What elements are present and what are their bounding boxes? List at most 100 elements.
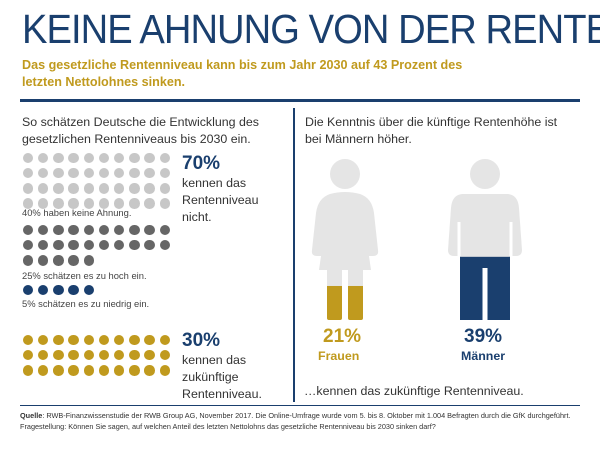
women-pct: 21% <box>323 326 362 347</box>
question-text: Fragestellung: Können Sie sagen, auf wel… <box>20 421 436 431</box>
dot-0 <box>129 167 140 179</box>
dot-3 <box>159 349 171 361</box>
right-intro: Die Kenntnis über die künftige Rentenhöh… <box>305 115 558 146</box>
dot-1 <box>22 255 34 266</box>
footer: Quelle: RWB-Finanzwissenstudie der RWB G… <box>20 411 580 432</box>
dot-1 <box>159 224 171 236</box>
dot-3 <box>129 334 140 346</box>
dot-1 <box>129 224 140 236</box>
header-rule <box>20 99 580 102</box>
woman-figure-icon <box>311 159 379 320</box>
dot-0 <box>144 167 155 179</box>
dot-3 <box>83 334 95 346</box>
dot-3 <box>159 365 171 376</box>
dot-1 <box>144 224 155 236</box>
dot-0 <box>113 183 125 194</box>
dot-3 <box>22 349 34 361</box>
dot-0 <box>144 198 155 209</box>
dot-3 <box>113 334 125 346</box>
dot-0 <box>144 152 155 164</box>
dot-0 <box>68 198 79 209</box>
subtitle: Das gesetzliche Rentenniveau kann bis zu… <box>22 58 463 89</box>
dot-3 <box>37 365 49 376</box>
dot-3 <box>159 334 171 346</box>
dot-3 <box>37 349 49 361</box>
women-label: Frauen <box>318 349 360 363</box>
dot-1 <box>53 239 64 251</box>
stat-30: 30% kennen das zukünftige Rentenniveau. <box>182 330 262 403</box>
dot-1 <box>68 239 79 251</box>
dot-3 <box>98 349 110 361</box>
left-intro: So schätzen Deutsche die Entwicklung des… <box>22 115 259 146</box>
dot-0 <box>22 167 34 179</box>
dot-1 <box>129 239 140 251</box>
dot-0 <box>113 152 125 164</box>
dot-1 <box>53 255 64 266</box>
dot-3 <box>22 334 34 346</box>
dot-1 <box>83 239 95 251</box>
dot-3 <box>53 365 64 376</box>
dot-1 <box>144 239 155 251</box>
dot-3 <box>98 365 110 376</box>
dot-0 <box>83 167 95 179</box>
page-title: KEINE AHNUNG VON DER RENTE <box>22 6 600 52</box>
footer-rule <box>20 405 580 406</box>
dot-0 <box>159 152 171 164</box>
dot-0 <box>83 152 95 164</box>
dot-3 <box>144 365 155 376</box>
dot-3 <box>113 349 125 361</box>
dot-3 <box>68 334 79 346</box>
dot-1 <box>37 239 49 251</box>
dot-3 <box>53 334 64 346</box>
dot-1 <box>113 239 125 251</box>
men-pct: 39% <box>464 326 503 347</box>
dot-0 <box>98 152 110 164</box>
dot-0 <box>129 198 140 209</box>
dot-1 <box>98 224 110 236</box>
dot-1 <box>113 224 125 236</box>
dot-1 <box>68 224 79 236</box>
dot-0 <box>83 198 95 209</box>
dot-0 <box>22 198 34 209</box>
dot-3 <box>37 334 49 346</box>
dot-3 <box>98 334 110 346</box>
dot-3 <box>129 349 140 361</box>
dot-0 <box>68 167 79 179</box>
men-label: Männer <box>461 349 506 363</box>
dot-0 <box>53 183 64 194</box>
dot-0 <box>83 183 95 194</box>
dot-3 <box>68 349 79 361</box>
dot-2 <box>68 284 79 296</box>
dot-0 <box>98 183 110 194</box>
dot-0 <box>22 183 34 194</box>
dot-3 <box>144 334 155 346</box>
source-text: : RWB-Finanzwissenstudie der RWB Group A… <box>42 411 571 420</box>
dot-2 <box>37 284 49 296</box>
stat-70-line2: Rentenniveau <box>182 193 259 207</box>
group-label-too-low: 5% schätzen es zu niedrig ein. <box>22 298 150 309</box>
dot-1 <box>159 239 171 251</box>
stat-70-line3: nicht. <box>182 210 212 224</box>
dot-0 <box>98 198 110 209</box>
stat-70-line1: kennen das <box>182 176 247 190</box>
dot-0 <box>37 167 49 179</box>
dot-3 <box>83 349 95 361</box>
dot-0 <box>159 183 171 194</box>
stat-30-line2: zukünftige <box>182 370 239 384</box>
stat-70-pct: 70% <box>182 153 221 174</box>
dot-0 <box>98 167 110 179</box>
dot-1 <box>37 255 49 266</box>
dot-0 <box>68 152 79 164</box>
dot-0 <box>53 152 64 164</box>
dot-0 <box>144 183 155 194</box>
dot-0 <box>129 152 140 164</box>
group-label-too-high: 25% schätzen es zu hoch ein. <box>22 270 147 281</box>
stat-30-line1: kennen das <box>182 353 247 367</box>
dot-0 <box>129 183 140 194</box>
source-label: Quelle <box>20 411 43 420</box>
right-caption: …kennen das zukünftige Rentenniveau. <box>304 384 524 398</box>
dot-3 <box>68 365 79 376</box>
dot-0 <box>113 167 125 179</box>
dot-0 <box>37 183 49 194</box>
dot-0 <box>113 198 125 209</box>
